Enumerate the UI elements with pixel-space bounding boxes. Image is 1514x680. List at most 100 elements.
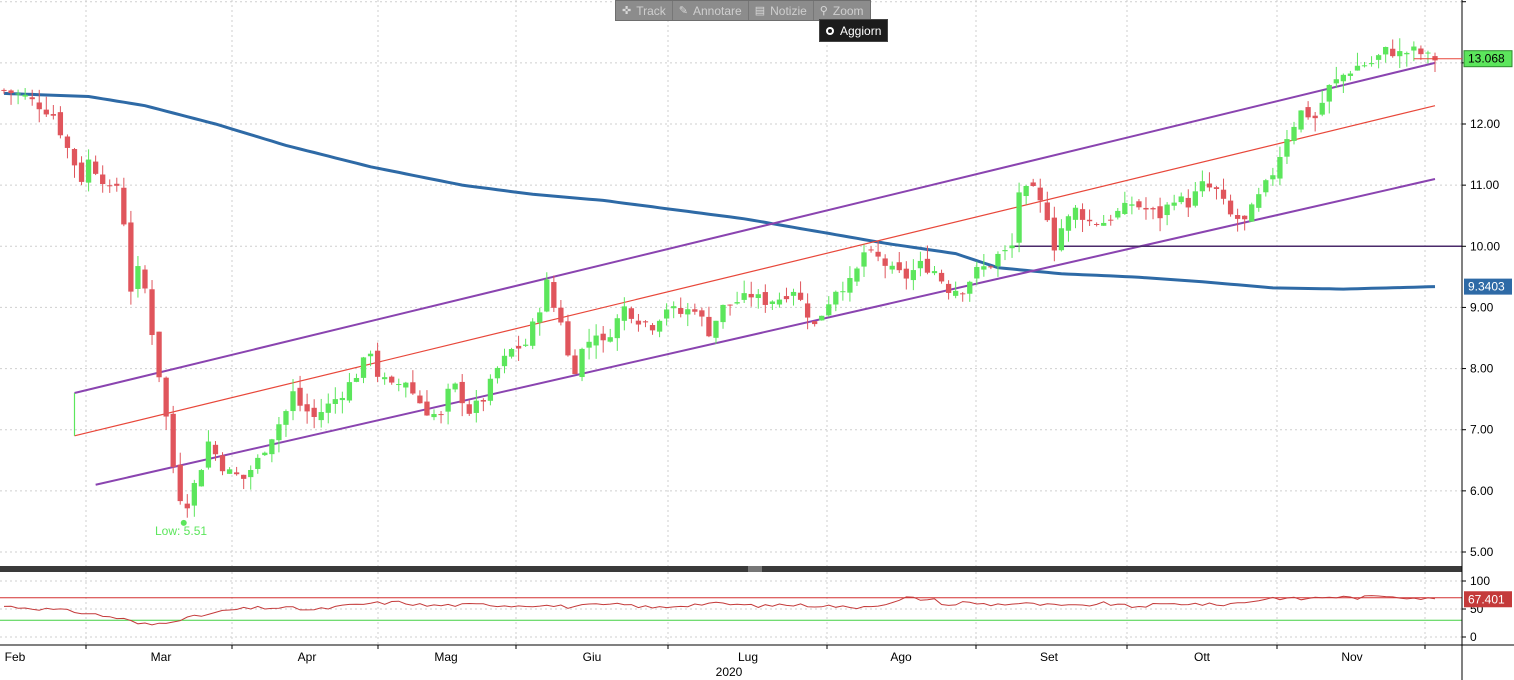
candle-body [1157,206,1163,219]
candle-body [981,266,987,270]
price-tick-label: 8.00 [1470,362,1494,376]
candle-body [1037,187,1043,201]
candle-body [1065,216,1072,231]
candle-body [544,279,550,312]
candle-body [1390,48,1396,57]
candle-body [332,399,338,404]
candle-body [663,309,670,319]
candle-body [713,320,719,338]
candle-body [466,404,472,414]
candle-body [1312,115,1318,119]
candle-body [1129,204,1135,206]
candle-body [699,310,705,317]
rsi-value-label: 67.401 [1468,592,1505,606]
candle-body [1185,197,1191,208]
candle-body [678,308,684,314]
candle-body [50,114,56,116]
candle-body [960,293,966,295]
candle-body [840,291,846,293]
rsi-tick-label: 100 [1470,574,1490,588]
candle-body [720,304,726,323]
candle-body [826,304,832,316]
candle-body [1284,139,1290,157]
month-label: Nov [1341,650,1362,664]
candle-body [1418,48,1424,55]
candle-body [671,306,677,309]
candle-body [1263,180,1269,193]
candle-body [1375,55,1382,60]
candle-body [360,357,367,378]
candle-body [494,367,501,379]
candle-body [692,309,698,312]
candle-body [621,306,627,321]
candle-body [1333,79,1339,84]
candle-body [396,384,402,386]
candle-body [776,299,783,305]
candle-body [910,270,916,281]
candle-body [1206,183,1213,188]
channel-lower-line [95,178,1436,486]
price-tick-label: 9.00 [1470,300,1494,314]
candle-body [924,258,931,273]
candle-body [1234,215,1241,219]
candle-body [1122,202,1128,214]
candle-body [92,161,99,174]
candle-body [283,411,289,425]
candle-body [995,253,1001,267]
zoom-button[interactable]: ⚲ Zoom [814,1,870,20]
candle-body [1249,204,1255,222]
candle-body [1,89,7,91]
candle-body [558,307,564,323]
candle-body [269,439,275,455]
candle-body [896,262,902,271]
moving-average-line [3,91,1436,291]
candle-body [755,294,761,299]
rsi-value-box [1464,591,1512,608]
news-label: Notizie [770,3,807,18]
candle-body [515,345,522,349]
candle-body [128,222,134,292]
candle-body [417,395,423,404]
candle-body [57,112,64,136]
candle-body [445,388,451,412]
candle-body [15,93,21,95]
candle-body [1383,46,1389,55]
candle-body [1143,207,1149,210]
candles-layer [1,38,1438,526]
candle-body [565,321,571,356]
candle-body [8,90,14,94]
candle-body [1086,219,1093,222]
news-button[interactable]: ▤ Notizie [749,1,814,20]
month-label: Mar [151,650,172,664]
candle-body [579,348,585,378]
candle-body [797,292,804,300]
divider-handle [748,566,762,572]
candle-body [318,412,324,421]
candle-body [325,403,331,413]
candle-body [861,252,867,267]
candle-body [988,266,994,268]
news-icon: ▤ [754,5,766,17]
candle-body [642,321,649,323]
candle-body [135,266,141,289]
month-label: Giu [583,650,602,664]
price-tick-label: 6.00 [1470,484,1494,498]
candle-body [804,303,811,318]
price-tick-label: 10.00 [1470,239,1500,253]
price-tick-label: 7.00 [1470,423,1494,437]
candle-body [875,251,881,257]
candle-body [945,283,952,293]
candle-body [1213,187,1220,190]
candle-body [748,293,754,298]
update-button[interactable]: Aggiorn [819,19,889,42]
candle-body [1150,208,1156,210]
candle-body [551,282,557,308]
candle-body [1030,182,1036,187]
track-button[interactable]: ✜ Track [616,1,673,20]
annotate-button[interactable]: ✎ Annotare [673,1,749,20]
candle-body [889,265,895,270]
candle-body [734,302,740,304]
candle-body [833,291,839,305]
candle-body [917,260,924,269]
candle-body [783,296,790,300]
